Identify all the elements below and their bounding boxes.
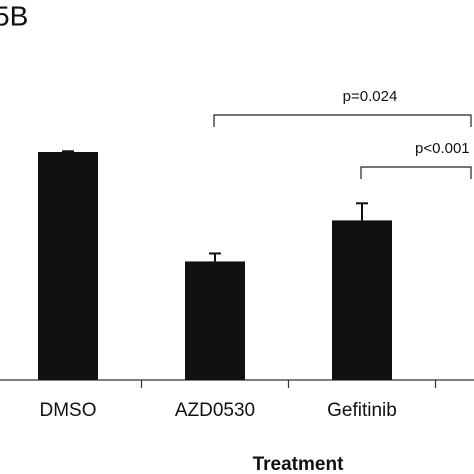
x-axis-title: Treatment [253,454,344,474]
panel-label: 5B [0,0,28,31]
x-tick-label: DMSO [40,400,97,421]
bar [38,152,98,380]
significance-bracket [360,166,472,179]
bar [185,261,245,380]
bar [332,220,392,380]
x-tick-label: AZD0530 [175,400,255,421]
significance-bracket [213,114,472,127]
significance-label: p<0.001 [415,140,470,157]
significance-label: p=0.024 [343,88,398,105]
x-tick-label: Gefitinib [327,400,397,421]
